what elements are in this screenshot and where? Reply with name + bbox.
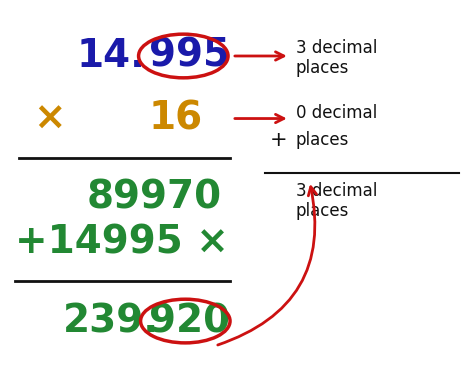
Text: places: places	[296, 131, 349, 149]
Text: ×: ×	[33, 100, 66, 138]
FancyArrowPatch shape	[218, 187, 317, 345]
Text: 0 decimal: 0 decimal	[296, 104, 377, 121]
Text: places: places	[296, 202, 349, 220]
Text: 14.: 14.	[76, 37, 146, 75]
Text: 920: 920	[148, 302, 229, 340]
Text: 3 decimal: 3 decimal	[296, 182, 377, 200]
Text: +14995 ×: +14995 ×	[15, 223, 229, 262]
Text: 16: 16	[148, 100, 203, 138]
Text: places: places	[296, 59, 349, 77]
Text: 239.: 239.	[63, 302, 159, 340]
Text: 89970: 89970	[87, 179, 222, 217]
Text: 3 decimal: 3 decimal	[296, 39, 377, 57]
Text: 995: 995	[148, 37, 229, 75]
Text: +: +	[270, 130, 287, 151]
